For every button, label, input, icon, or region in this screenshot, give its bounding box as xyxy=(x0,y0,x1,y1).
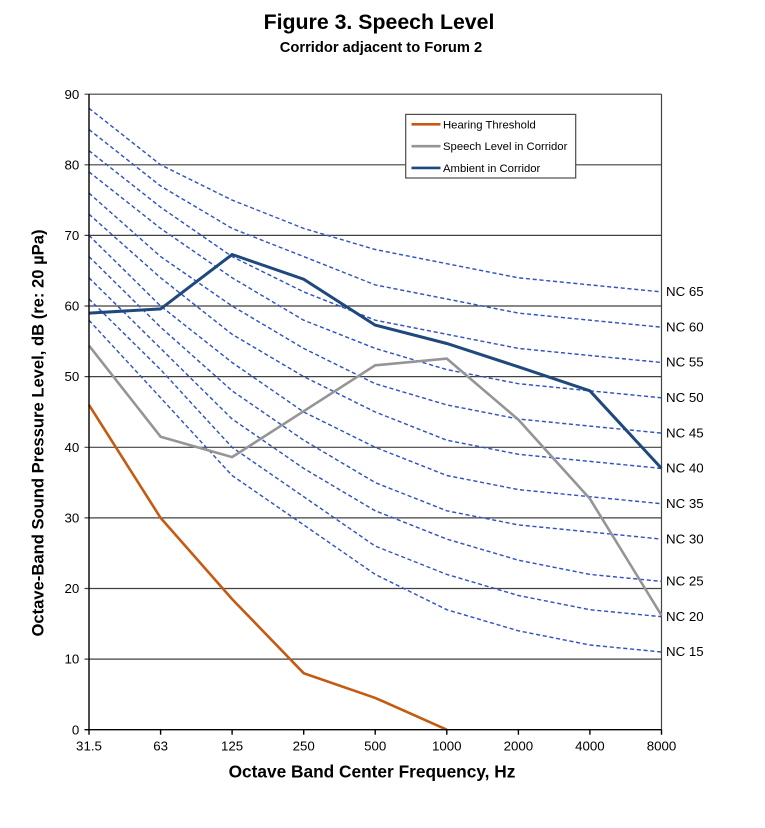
svg-text:NC 50: NC 50 xyxy=(666,390,704,405)
svg-text:NC 65: NC 65 xyxy=(666,284,704,299)
svg-text:30: 30 xyxy=(65,511,80,526)
svg-text:Octave-Band Sound Pressure Lev: Octave-Band Sound Pressure Level, dB (re… xyxy=(28,229,47,636)
svg-text:NC 25: NC 25 xyxy=(666,574,704,589)
svg-text:NC 15: NC 15 xyxy=(666,644,704,659)
svg-text:Ambient in Corridor: Ambient in Corridor xyxy=(443,163,541,175)
svg-text:8000: 8000 xyxy=(647,739,677,754)
svg-text:63: 63 xyxy=(153,739,168,754)
svg-text:125: 125 xyxy=(221,739,243,754)
svg-text:NC 35: NC 35 xyxy=(666,496,704,511)
svg-text:31.5: 31.5 xyxy=(76,739,102,754)
svg-text:NC 60: NC 60 xyxy=(666,319,704,334)
svg-text:Hearing Threshold: Hearing Threshold xyxy=(443,119,536,131)
svg-text:Octave Band Center Frequency,: Octave Band Center Frequency, Hz xyxy=(229,762,516,782)
svg-text:2000: 2000 xyxy=(504,739,534,754)
svg-text:10: 10 xyxy=(65,652,80,667)
svg-text:NC 45: NC 45 xyxy=(666,425,704,440)
svg-text:NC 30: NC 30 xyxy=(666,531,704,546)
svg-text:90: 90 xyxy=(65,87,80,102)
svg-text:50: 50 xyxy=(65,369,80,384)
svg-text:NC 20: NC 20 xyxy=(666,609,704,624)
svg-text:60: 60 xyxy=(65,299,80,314)
svg-text:500: 500 xyxy=(364,739,386,754)
svg-text:70: 70 xyxy=(65,228,80,243)
svg-text:1000: 1000 xyxy=(432,739,462,754)
svg-text:20: 20 xyxy=(65,581,80,596)
svg-text:Speech Level in Corridor: Speech Level in Corridor xyxy=(443,141,568,153)
svg-text:40: 40 xyxy=(65,440,80,455)
svg-text:250: 250 xyxy=(293,739,315,754)
svg-text:Figure 3. Speech Level: Figure 3. Speech Level xyxy=(264,10,495,34)
svg-text:Corridor adjacent to Forum 2: Corridor adjacent to Forum 2 xyxy=(280,40,482,56)
svg-text:4000: 4000 xyxy=(575,739,605,754)
svg-text:NC 55: NC 55 xyxy=(666,355,704,370)
svg-text:NC 40: NC 40 xyxy=(666,461,704,476)
svg-text:0: 0 xyxy=(72,722,79,737)
svg-text:80: 80 xyxy=(65,157,80,172)
